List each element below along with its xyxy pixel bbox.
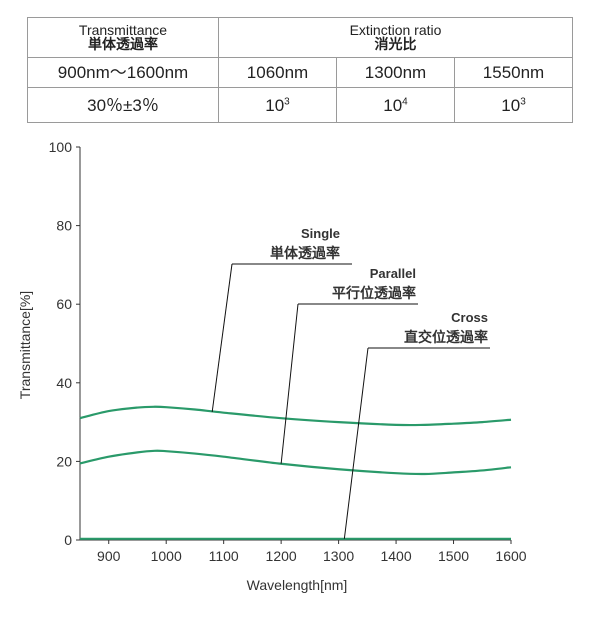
x-tick-label: 900 [97, 548, 121, 564]
annotation-cross-en: Cross [451, 310, 488, 325]
ratio-1300-cell: 104 [336, 87, 455, 123]
ratio-1060-base: 10 [265, 95, 285, 115]
y-tick-label: 60 [56, 296, 72, 312]
wavelength-1550-cell: 1550nm [453, 57, 574, 88]
ratio-1550-exp: 3 [520, 95, 526, 107]
annotation-parallel-jp: 平行位透過率 [332, 285, 416, 302]
transmittance-value-cell: 30％±3％ [27, 87, 219, 123]
x-tick-label: 1200 [266, 548, 297, 564]
range-cell: 900nm～1600nm [27, 57, 219, 88]
chart-axes [79, 147, 511, 541]
ratio-1550-cell: 103 [453, 87, 574, 123]
annotation-single-leader [211, 263, 233, 412]
series-line-parallel [79, 449, 512, 476]
ratio-1300-exp: 4 [402, 95, 408, 107]
annotation-parallel-en: Parallel [370, 266, 416, 281]
spec-table: Transmittance 単体透過率 Extinction ratio 消光比… [27, 17, 574, 123]
annotation-parallel-leader [280, 303, 299, 464]
y-tick-label: 80 [56, 218, 72, 234]
annotation-cross-jp: 直交位透過率 [404, 329, 488, 346]
ratio-1060-exp: 3 [284, 95, 290, 107]
y-axis-label: Transmittance[%] [17, 291, 33, 399]
y-tick-label: 100 [49, 139, 73, 155]
ratio-1300-base: 10 [383, 95, 403, 115]
ratio-1550-base: 10 [501, 95, 521, 115]
x-axis-label: Wavelength[nm] [247, 577, 348, 593]
transmittance-label-jp: 単体透過率 [88, 36, 158, 53]
x-tick-label: 1500 [438, 548, 469, 564]
chart-series [79, 405, 512, 540]
x-tick-label: 1100 [209, 548, 239, 564]
extinction-header-cell: Extinction ratio 消光比 [217, 17, 574, 58]
wavelength-1300-cell: 1300nm [336, 57, 455, 88]
wavelength-1060-cell: 1060nm [218, 57, 337, 88]
extinction-label-en: Extinction ratio [349, 21, 442, 38]
x-tick-label: 1000 [151, 548, 182, 564]
y-tick-label: 40 [56, 375, 72, 391]
y-tick-label: 20 [56, 453, 72, 469]
extinction-label-jp: 消光比 [374, 36, 417, 53]
annotation-cross-leader [343, 347, 369, 539]
chart-ticks: 0 20 40 60 80 100 900 1000 1100 1200 1300 1400 1500 1… [49, 139, 527, 564]
chart-annotations: Single 単体透過率 Parallel 平行位透過率 Cross 直交位透過率 [211, 226, 490, 539]
series-line-single [79, 405, 512, 427]
transmittance-header-cell: Transmittance 単体透過率 [27, 17, 219, 58]
x-tick-label: 1400 [380, 548, 411, 564]
annotation-single-jp: 単体透過率 [270, 245, 340, 262]
ratio-1060-cell: 103 [218, 87, 337, 123]
y-tick-label: 0 [64, 532, 72, 548]
annotation-single-en: Single [301, 226, 340, 241]
transmittance-label-en: Transmittance [78, 21, 168, 38]
x-tick-label: 1300 [323, 548, 354, 564]
x-tick-label: 1600 [495, 548, 526, 564]
